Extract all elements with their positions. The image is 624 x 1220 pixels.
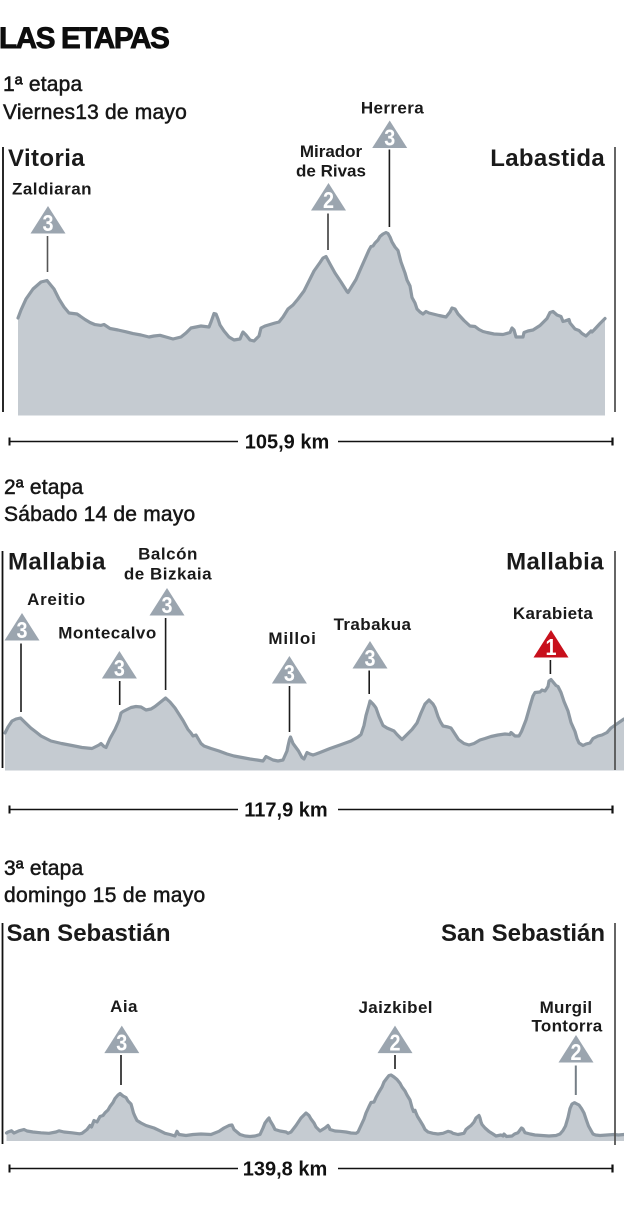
svg-text:2: 2 [571, 1039, 582, 1065]
svg-text:Vitoria: Vitoria [8, 145, 85, 172]
svg-text:Zaldiaran: Zaldiaran [12, 180, 92, 199]
svg-text:LAS ETAPAS: LAS ETAPAS [0, 22, 169, 55]
svg-text:117,9 km: 117,9 km [244, 800, 327, 822]
svg-text:Mallabia: Mallabia [8, 549, 106, 576]
svg-text:Tontorra: Tontorra [531, 1017, 602, 1036]
svg-text:3: 3 [114, 655, 125, 681]
svg-text:Jaizkibel: Jaizkibel [358, 998, 432, 1017]
svg-text:3: 3 [384, 125, 395, 151]
svg-text:de Bizkaia: de Bizkaia [124, 565, 212, 584]
svg-text:Mallabia: Mallabia [506, 549, 604, 576]
svg-text:Mirador: Mirador [300, 142, 363, 161]
svg-text:Balcón: Balcón [138, 545, 198, 564]
svg-text:3: 3 [284, 660, 295, 686]
svg-text:de Rivas: de Rivas [296, 162, 366, 181]
svg-text:2: 2 [323, 187, 334, 213]
svg-text:3ª etapa: 3ª etapa [4, 857, 84, 880]
svg-text:domingo 15 de mayo: domingo 15 de mayo [4, 884, 206, 907]
svg-text:Karabieta: Karabieta [513, 604, 593, 623]
svg-text:105,9 km: 105,9 km [245, 432, 330, 454]
svg-text:3: 3 [365, 645, 376, 671]
svg-text:Viernes13 de mayo: Viernes13 de mayo [3, 101, 187, 124]
svg-text:1: 1 [546, 634, 557, 660]
svg-text:Areitio: Areitio [27, 590, 86, 609]
svg-text:Herrera: Herrera [361, 99, 424, 118]
svg-text:San Sebastián: San Sebastián [441, 920, 605, 947]
svg-text:San Sebastián: San Sebastián [7, 920, 171, 947]
svg-text:Montecalvo: Montecalvo [58, 624, 157, 643]
svg-text:Murgil: Murgil [540, 998, 593, 1017]
svg-text:Sábado 14 de mayo: Sábado 14 de mayo [4, 503, 195, 526]
svg-text:3: 3 [162, 592, 173, 618]
svg-text:3: 3 [17, 617, 28, 643]
svg-text:3: 3 [43, 210, 54, 236]
svg-text:Labastida: Labastida [490, 145, 605, 172]
svg-text:2: 2 [390, 1030, 401, 1056]
svg-text:2ª etapa: 2ª etapa [4, 476, 84, 499]
svg-text:Trabakua: Trabakua [334, 615, 412, 634]
svg-text:Aia: Aia [110, 997, 138, 1016]
svg-text:1ª etapa: 1ª etapa [3, 73, 83, 96]
svg-text:3: 3 [116, 1030, 127, 1056]
svg-text:Milloi: Milloi [268, 629, 316, 648]
svg-text:139,8 km: 139,8 km [243, 1159, 328, 1181]
